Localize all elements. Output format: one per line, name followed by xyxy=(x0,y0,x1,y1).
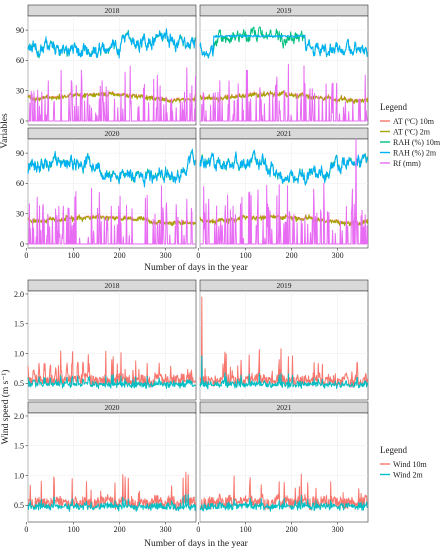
x-axis-title: Number of days in the year xyxy=(144,538,249,549)
legend-label: Wind 10m xyxy=(393,460,427,469)
y-tick-label: 90 xyxy=(16,149,24,158)
series-line-w2 xyxy=(199,355,368,390)
series-line-at2 xyxy=(27,91,196,104)
series-line-w2 xyxy=(27,374,196,390)
y-tick-label: 30 xyxy=(16,209,24,218)
series-line-rf xyxy=(28,185,196,245)
y-tick-label: 60 xyxy=(16,56,24,65)
x-tick-label: 0 xyxy=(196,251,200,260)
legend-title: Legend xyxy=(380,445,407,455)
x-tick-label: 0 xyxy=(24,525,28,534)
x-tick-label: 300 xyxy=(332,525,344,534)
x-tick-label: 200 xyxy=(114,251,126,260)
y-tick-label: 60 xyxy=(16,179,24,188)
series-line-rah2 xyxy=(199,34,368,59)
x-tick-label: 300 xyxy=(160,525,172,534)
series-line-rf xyxy=(200,138,368,245)
y-tick-label: 1.0 xyxy=(14,349,24,358)
legend-label: Rf (mm) xyxy=(393,159,421,168)
x-tick-label: 200 xyxy=(114,525,126,534)
x-tick-label: 200 xyxy=(286,525,298,534)
y-tick-label: 1.5 xyxy=(14,442,24,451)
y-tick-label: 30 xyxy=(16,86,24,95)
y-tick-label: 0 xyxy=(20,117,24,126)
x-tick-label: 100 xyxy=(240,251,252,260)
y-tick-label: 1.0 xyxy=(14,471,24,480)
legend-label: AT (ºC) 2m xyxy=(393,127,431,136)
x-tick-label: 200 xyxy=(286,251,298,260)
bottom-chart: 2018 0.5 1.0 1.5 2.0 2019 2020 0.5 1.0 1.5 2.0 0 100… xyxy=(0,279,427,549)
y-axis-title: Wind speed (m s⁻¹) xyxy=(0,370,11,445)
y-tick-label: 0.5 xyxy=(14,501,24,510)
legend-label: AT (ºC) 10m xyxy=(393,117,435,126)
x-axis-title: Number of days in the year xyxy=(144,262,249,273)
legend-label: RAH (%) 2m xyxy=(393,148,437,157)
y-tick-label: 2.0 xyxy=(14,412,24,421)
series-line-rah2 xyxy=(199,149,368,186)
y-tick-label: 0.5 xyxy=(14,379,24,388)
facet-2020: 2020 0 30 60 90 0 100 200 300 xyxy=(16,127,197,260)
series-line-w2 xyxy=(199,494,368,512)
series-line-rah2 xyxy=(27,148,196,188)
series-line-rf xyxy=(200,63,368,122)
facet-2019: 2019 xyxy=(199,279,369,401)
facet-strip-label: 2020 xyxy=(105,403,120,412)
x-tick-label: 0 xyxy=(24,251,28,260)
series-line-rf xyxy=(28,65,196,122)
y-tick-label: 2.0 xyxy=(14,290,24,299)
x-tick-label: 0 xyxy=(196,525,200,534)
facet-2021: 2021 0 100 200 300 xyxy=(196,127,369,260)
facet-2019: 2019 xyxy=(199,4,369,126)
legend-label: RAH (%) 10m xyxy=(393,138,441,147)
x-tick-label: 100 xyxy=(68,525,80,534)
facet-strip-label: 2020 xyxy=(105,129,120,138)
facet-strip-label: 2021 xyxy=(277,403,292,412)
y-tick-label: 90 xyxy=(16,26,24,35)
facet-strip-label: 2021 xyxy=(277,129,292,138)
x-tick-label: 300 xyxy=(332,251,344,260)
y-axis-title: Variables xyxy=(0,113,10,149)
legend-title: Legend xyxy=(380,102,407,112)
x-tick-label: 100 xyxy=(68,251,80,260)
facet-strip-label: 2019 xyxy=(277,6,292,15)
series-line-w10 xyxy=(27,350,196,388)
facet-2021: 2021 0 100 200 300 xyxy=(196,401,369,534)
series-line-rah2 xyxy=(27,28,196,59)
x-tick-label: 100 xyxy=(240,525,252,534)
x-tick-label: 300 xyxy=(160,251,172,260)
facet-2020: 2020 0.5 1.0 1.5 2.0 0 100 200 300 xyxy=(14,401,197,534)
facet-panel xyxy=(27,15,197,126)
legend-label: Wind 2m xyxy=(393,470,423,479)
y-tick-label: 0 xyxy=(20,240,24,249)
facet-strip-label: 2018 xyxy=(105,281,120,290)
series-line-w10 xyxy=(199,296,368,388)
series-line-w2 xyxy=(27,493,196,512)
y-tick-label: 1.5 xyxy=(14,320,24,329)
facet-2018: 2018 0 30 60 90 xyxy=(16,4,197,126)
facet-strip-label: 2018 xyxy=(105,6,120,15)
facet-strip-label: 2019 xyxy=(277,281,292,290)
facet-2018: 2018 0.5 1.0 1.5 2.0 xyxy=(14,279,197,401)
